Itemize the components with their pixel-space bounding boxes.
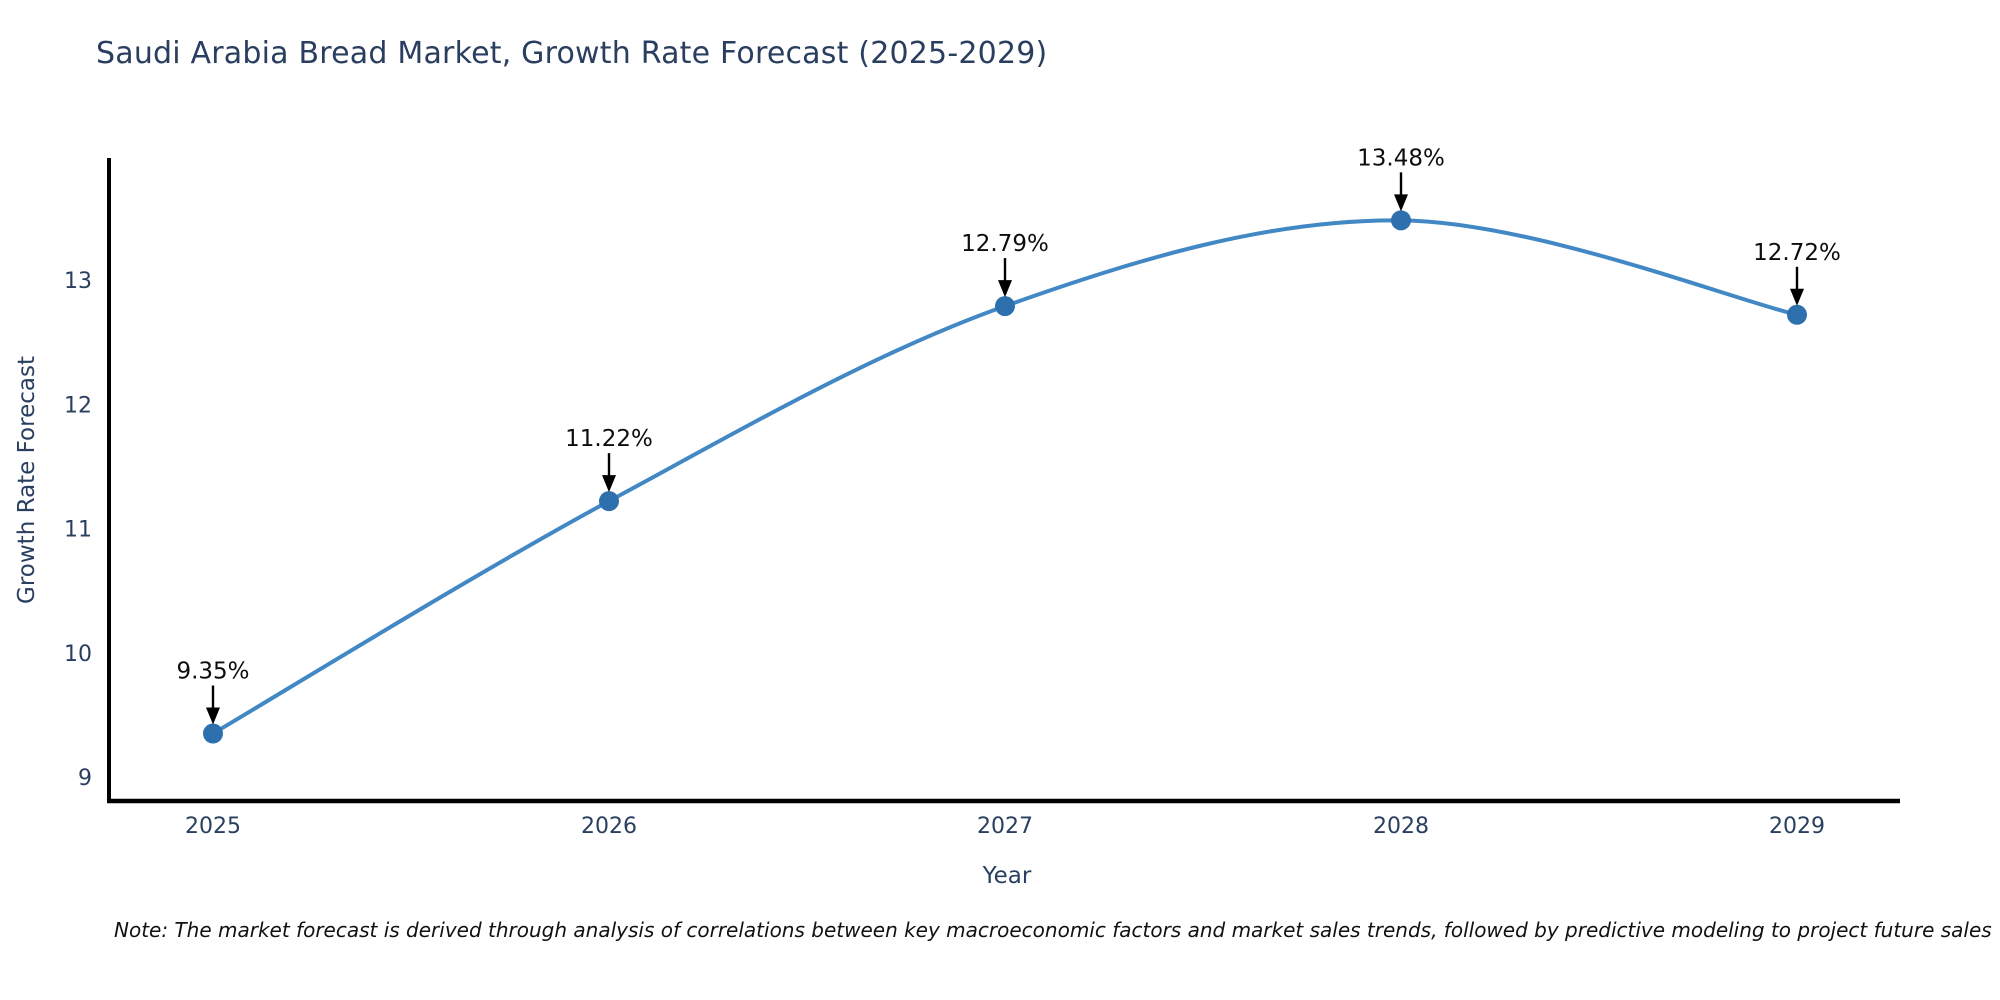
y-tick-label: 11: [64, 518, 92, 543]
annotation-arrowhead: [1394, 194, 1408, 212]
annotation-label: 12.72%: [1753, 240, 1841, 266]
annotation-arrowhead: [602, 475, 616, 493]
y-tick-label: 10: [64, 642, 92, 667]
x-tick-label: 2026: [581, 814, 637, 839]
x-tick-label: 2027: [977, 814, 1033, 839]
x-tick-label: 2029: [1769, 814, 1825, 839]
chart-title: Saudi Arabia Bread Market, Growth Rate F…: [96, 36, 1048, 71]
annotation-arrowhead: [206, 707, 220, 725]
annotation-label: 12.79%: [961, 231, 1049, 257]
x-axis-title: Year: [982, 863, 1032, 889]
x-tick-label: 2028: [1373, 814, 1429, 839]
y-axis-title: Growth Rate Forecast: [14, 356, 40, 604]
annotation-label: 9.35%: [176, 659, 249, 685]
annotation-arrowhead: [998, 280, 1012, 298]
annotation-label: 11.22%: [565, 426, 653, 452]
data-point-2025: [203, 723, 223, 744]
data-point-2028: [1391, 210, 1411, 231]
annotation-label: 13.48%: [1357, 145, 1445, 171]
data-point-2026: [599, 491, 619, 512]
data-point-2027: [995, 296, 1015, 317]
annotation-arrowhead: [1790, 288, 1804, 306]
y-tick-label: 13: [64, 269, 92, 294]
data-point-2029: [1787, 304, 1807, 325]
y-tick-label: 9: [78, 766, 92, 791]
y-tick-label: 12: [64, 393, 92, 418]
footnote: Note: The market forecast is derived thr…: [114, 918, 1992, 942]
x-tick-label: 2025: [185, 814, 241, 839]
